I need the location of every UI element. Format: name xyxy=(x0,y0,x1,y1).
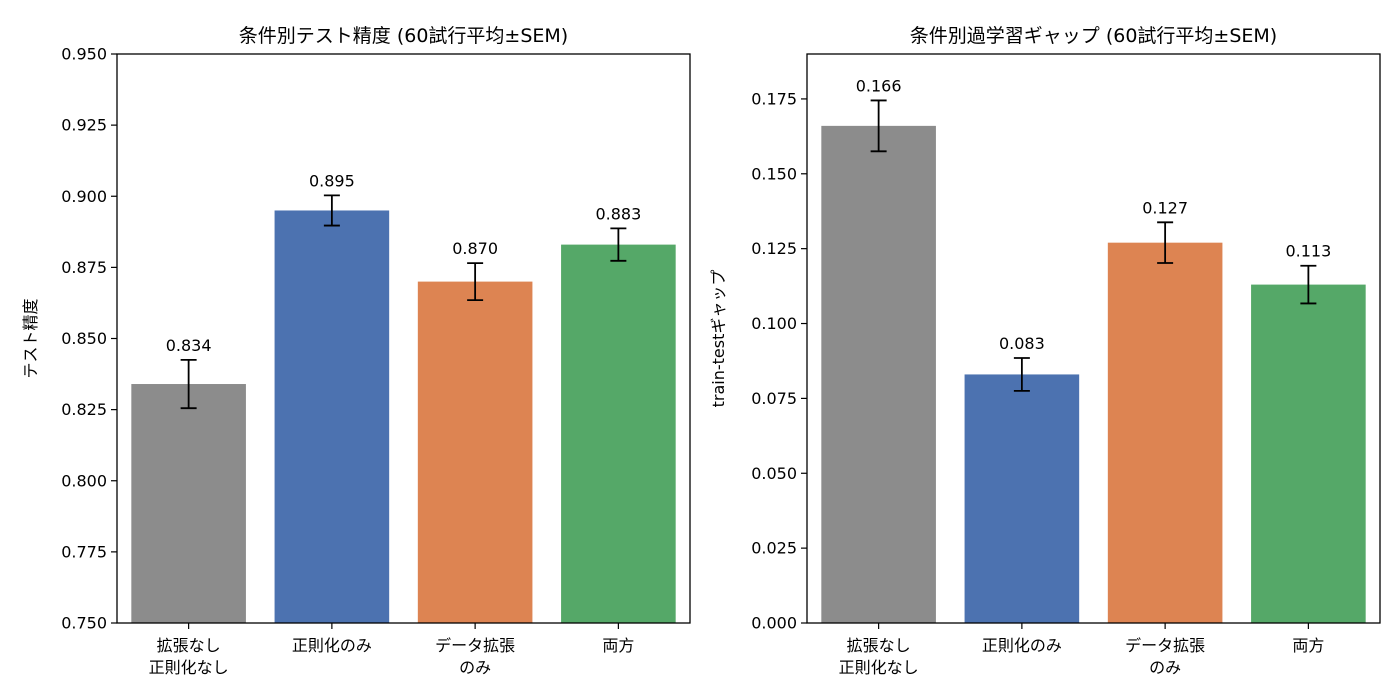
y-axis-label: テスト精度 xyxy=(21,298,40,378)
y-axis-label: train-testギャップ xyxy=(709,270,728,408)
bar-2 xyxy=(274,210,390,623)
data-label: 0.083 xyxy=(999,334,1045,353)
y-tick-label: 0.175 xyxy=(751,89,797,108)
y-tick-label: 0.775 xyxy=(61,542,107,561)
y-tick-label: 0.125 xyxy=(751,239,797,258)
chart-title: 条件別テスト精度 (60試行平均±SEM) xyxy=(239,25,568,47)
x-tick-label: 正則化のみ xyxy=(982,636,1062,655)
x-tick-label: データ拡張 xyxy=(435,636,515,655)
bar-4 xyxy=(1251,284,1366,623)
bar-3 xyxy=(1107,242,1223,623)
y-tick-label: 0.150 xyxy=(751,164,797,183)
bar-1 xyxy=(131,384,246,623)
data-label: 0.113 xyxy=(1285,242,1331,261)
plot-frame xyxy=(806,53,1381,624)
chart-title: 条件別過学習ギャップ (60試行平均±SEM) xyxy=(910,25,1277,47)
y-tick-label: 0.025 xyxy=(751,539,797,558)
x-tick-label: 正則化なし xyxy=(149,658,229,677)
x-tick-label: 正則化のみ xyxy=(292,636,372,655)
bar-3 xyxy=(417,281,533,623)
y-tick-label: 0.850 xyxy=(61,329,107,348)
bar-4 xyxy=(561,244,676,624)
bar-1 xyxy=(821,125,936,623)
x-tick-label: データ拡張 xyxy=(1125,636,1205,655)
y-tick-label: 0.950 xyxy=(61,45,107,64)
x-tick-label: 両方 xyxy=(602,636,634,655)
x-tick-label: 両方 xyxy=(1292,636,1324,655)
y-tick-label: 0.050 xyxy=(751,464,797,483)
data-label: 0.895 xyxy=(309,171,355,190)
chart-panel-2: 条件別過学習ギャップ (60試行平均±SEM) train-testギャップ 0.0… xyxy=(709,25,1381,677)
data-label: 0.870 xyxy=(452,239,498,258)
y-tick-label: 0.925 xyxy=(61,116,107,135)
y-tick-label: 0.900 xyxy=(61,187,107,206)
y-tick-label: 0.825 xyxy=(61,400,107,419)
x-tick-label: 正則化なし xyxy=(839,658,919,677)
bar-2 xyxy=(964,374,1080,623)
x-tick-label: のみ xyxy=(1149,658,1181,677)
y-tick-label: 0.000 xyxy=(751,614,797,633)
y-tick-label: 0.075 xyxy=(751,389,797,408)
y-tick-label: 0.800 xyxy=(61,471,107,490)
y-tick-label: 0.875 xyxy=(61,258,107,277)
data-label: 0.127 xyxy=(1142,198,1188,217)
y-tick-label: 0.750 xyxy=(61,614,107,633)
x-tick-label: のみ xyxy=(459,658,491,677)
data-label: 0.883 xyxy=(595,204,641,223)
y-tick-label: 0.100 xyxy=(751,314,797,333)
x-tick-label: 拡張なし xyxy=(157,636,221,655)
data-label: 0.834 xyxy=(166,336,212,355)
x-tick-label: 拡張なし xyxy=(847,636,911,655)
plot-frame xyxy=(116,53,691,624)
chart-panel-1: 条件別テスト精度 (60試行平均±SEM) テスト精度 0.750 0.775 0.80… xyxy=(21,25,691,677)
data-label: 0.166 xyxy=(856,76,902,95)
